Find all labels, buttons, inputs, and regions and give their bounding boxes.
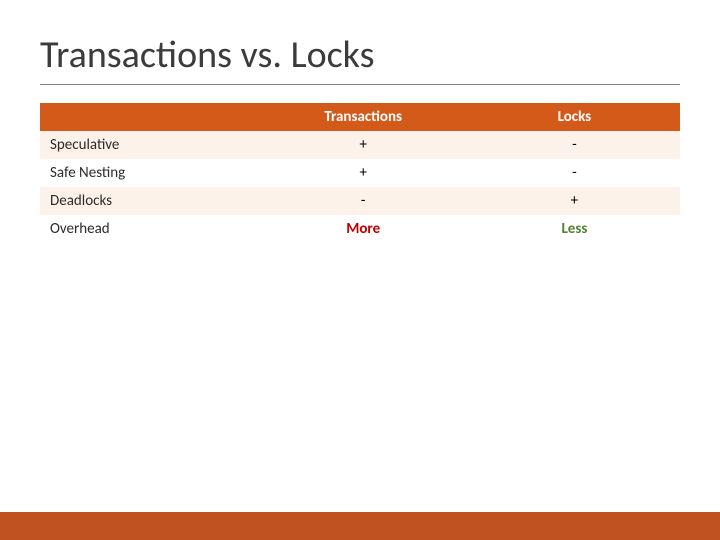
table-row: Speculative+- — [40, 131, 680, 159]
table-cell: + — [469, 187, 680, 215]
table-body: Speculative+-Safe Nesting+-Deadlocks-+Ov… — [40, 131, 680, 243]
table-row: Deadlocks-+ — [40, 187, 680, 215]
table-head: TransactionsLocks — [40, 103, 680, 131]
footer-accent-bar — [0, 512, 720, 540]
slide-title: Transactions vs. Locks — [40, 32, 680, 85]
table-cell: - — [469, 131, 680, 159]
table-cell: - — [469, 159, 680, 187]
table-row-label: Deadlocks — [40, 187, 258, 215]
table-cell: More — [258, 215, 469, 243]
table-row: Safe Nesting+- — [40, 159, 680, 187]
table-cell: Less — [469, 215, 680, 243]
table-row-label: Speculative — [40, 131, 258, 159]
table-cell: + — [258, 159, 469, 187]
table-column-header: Locks — [469, 103, 680, 131]
comparison-table: TransactionsLocks Speculative+-Safe Nest… — [40, 103, 680, 243]
table-row-label: Overhead — [40, 215, 258, 243]
table-row: OverheadMoreLess — [40, 215, 680, 243]
table-column-header: Transactions — [258, 103, 469, 131]
table-cell: - — [258, 187, 469, 215]
table-cell: + — [258, 131, 469, 159]
table-header-row: TransactionsLocks — [40, 103, 680, 131]
table-header-blank — [40, 103, 258, 131]
table-row-label: Safe Nesting — [40, 159, 258, 187]
slide: Transactions vs. Locks TransactionsLocks… — [0, 0, 720, 540]
